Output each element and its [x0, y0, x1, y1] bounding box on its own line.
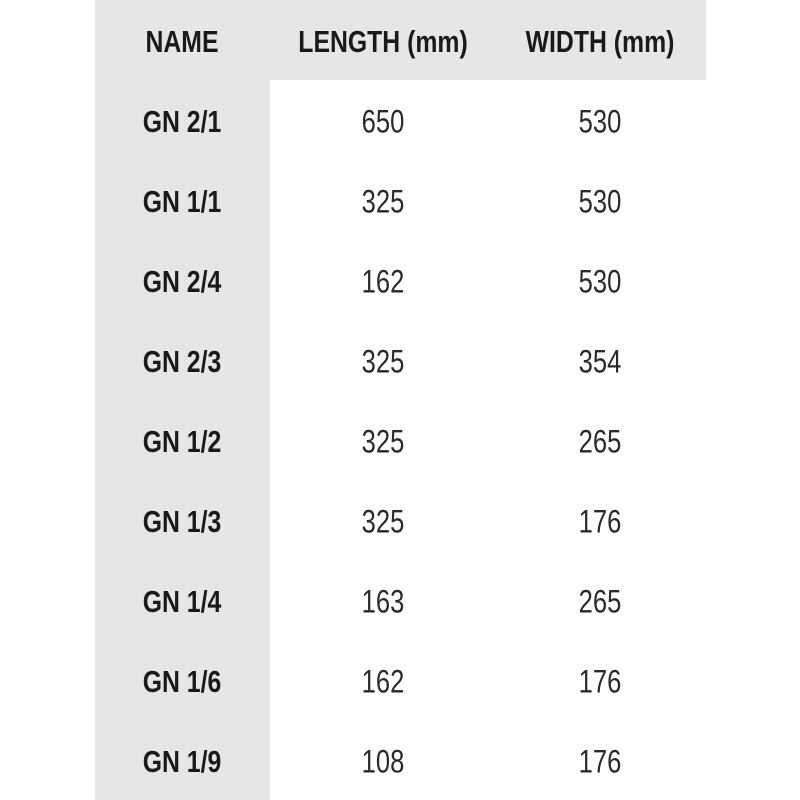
- row-name: GN 1/9: [143, 745, 222, 779]
- header-band: [95, 0, 706, 80]
- cell-value: 650: [362, 105, 405, 140]
- row-name: GN 2/1: [143, 105, 222, 139]
- row-name: GN 1/6: [143, 665, 222, 699]
- cell-value: 530: [579, 265, 622, 300]
- cell-value: 530: [579, 185, 622, 220]
- cell-value: 354: [579, 345, 622, 380]
- cell-value: 163: [362, 585, 405, 620]
- row-name: GN 1/4: [143, 585, 222, 619]
- cell-value: 176: [579, 665, 622, 700]
- column-header: LENGTH (mm): [298, 25, 467, 59]
- cell-value: 176: [579, 745, 622, 780]
- cell-value: 325: [362, 345, 405, 380]
- row-name: GN 1/2: [143, 425, 222, 459]
- cell-value: 176: [579, 505, 622, 540]
- row-name: GN 1/3: [143, 505, 222, 539]
- column-header: NAME: [145, 25, 218, 59]
- cell-value: 530: [579, 105, 622, 140]
- row-name: GN 2/3: [143, 345, 222, 379]
- name-column-band: [95, 80, 270, 800]
- cell-value: 108: [362, 745, 405, 780]
- cell-value: 265: [579, 425, 622, 460]
- cell-value: 162: [362, 265, 405, 300]
- cell-value: 265: [579, 585, 622, 620]
- row-name: GN 1/1: [143, 185, 222, 219]
- cell-value: 325: [362, 425, 405, 460]
- cell-value: 162: [362, 665, 405, 700]
- cell-value: 325: [362, 185, 405, 220]
- column-header: WIDTH (mm): [526, 25, 675, 59]
- cell-value: 325: [362, 505, 405, 540]
- row-name: GN 2/4: [143, 265, 222, 299]
